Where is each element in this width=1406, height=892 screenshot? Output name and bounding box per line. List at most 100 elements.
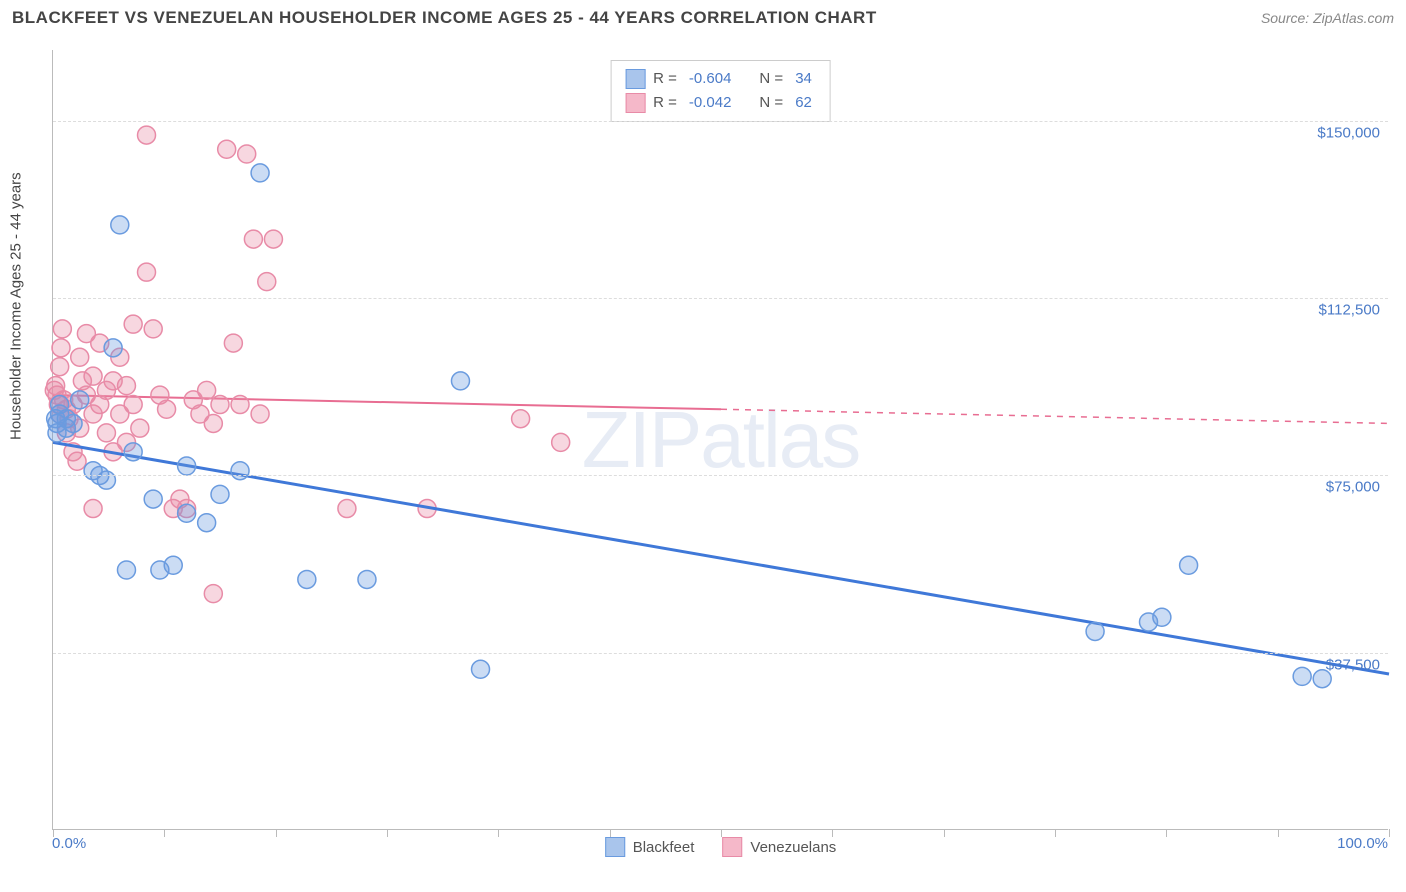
data-point-blackfeet <box>298 570 316 588</box>
gridline-h <box>53 298 1388 299</box>
x-tick <box>1166 829 1167 837</box>
data-point-venezuelans <box>71 348 89 366</box>
plot-area: ZIPatlas R =-0.604N =34R =-0.042N =62 Bl… <box>52 50 1388 830</box>
data-point-venezuelans <box>224 334 242 352</box>
data-point-venezuelans <box>231 396 249 414</box>
gridline-h <box>53 121 1388 122</box>
x-max-label: 100.0% <box>1337 835 1388 852</box>
data-point-venezuelans <box>198 381 216 399</box>
y-tick-label: $37,500 <box>1326 656 1380 673</box>
x-tick <box>1389 829 1390 837</box>
legend-n-value: 34 <box>795 67 812 91</box>
data-point-venezuelans <box>211 396 229 414</box>
data-point-blackfeet <box>251 164 269 182</box>
legend-correlation-row: R = -0.604 N = 34 <box>625 67 816 91</box>
legend-r-value: -0.604 <box>689 67 732 91</box>
data-point-blackfeet <box>71 391 89 409</box>
data-point-blackfeet <box>1180 556 1198 574</box>
data-point-venezuelans <box>244 230 262 248</box>
legend-correlation-row: R = -0.042 N = 62 <box>625 91 816 115</box>
legend-n-value: 62 <box>795 91 812 115</box>
data-point-venezuelans <box>264 230 282 248</box>
data-point-venezuelans <box>124 396 142 414</box>
data-point-venezuelans <box>138 263 156 281</box>
data-point-blackfeet <box>451 372 469 390</box>
data-point-venezuelans <box>51 358 69 376</box>
chart-svg <box>53 50 1388 829</box>
data-point-blackfeet <box>64 414 82 432</box>
y-tick-label: $112,500 <box>1319 302 1380 319</box>
legend-series-label: Blackfeet <box>633 839 695 856</box>
x-tick <box>832 829 833 837</box>
data-point-venezuelans <box>512 410 530 428</box>
data-point-blackfeet <box>1293 667 1311 685</box>
data-point-blackfeet <box>472 660 490 678</box>
data-point-venezuelans <box>218 140 236 158</box>
gridline-h <box>53 653 1388 654</box>
data-point-blackfeet <box>231 462 249 480</box>
data-point-blackfeet <box>1086 622 1104 640</box>
data-point-venezuelans <box>204 585 222 603</box>
legend-swatch <box>625 93 645 113</box>
y-tick-label: $150,000 <box>1317 124 1380 141</box>
legend-r-value: -0.042 <box>689 91 732 115</box>
y-axis-title: Householder Income Ages 25 - 44 years <box>8 172 25 440</box>
x-tick <box>944 829 945 837</box>
legend-swatch <box>625 69 645 89</box>
data-point-venezuelans <box>84 500 102 518</box>
data-point-venezuelans <box>552 433 570 451</box>
data-point-venezuelans <box>131 419 149 437</box>
data-point-venezuelans <box>238 145 256 163</box>
data-point-venezuelans <box>338 500 356 518</box>
data-point-venezuelans <box>52 339 70 357</box>
legend-series-item: Blackfeet <box>605 837 695 857</box>
x-tick <box>164 829 165 837</box>
data-point-venezuelans <box>117 377 135 395</box>
data-point-blackfeet <box>178 504 196 522</box>
x-min-label: 0.0% <box>52 835 86 852</box>
legend-correlation: R = -0.604 N = 34 R = -0.042 N = 62 <box>610 60 831 122</box>
data-point-blackfeet <box>117 561 135 579</box>
legend-series-item: Venezuelans <box>722 837 836 857</box>
source-label: Source: ZipAtlas.com <box>1261 10 1394 26</box>
legend-swatch <box>722 837 742 857</box>
data-point-venezuelans <box>204 414 222 432</box>
legend-n-label: N = <box>759 67 783 91</box>
legend-n-label: N = <box>759 91 783 115</box>
data-point-blackfeet <box>144 490 162 508</box>
trend-line-dashed-venezuelans <box>721 409 1389 423</box>
data-point-blackfeet <box>97 471 115 489</box>
gridline-h <box>53 475 1388 476</box>
y-tick-label: $75,000 <box>1326 479 1380 496</box>
data-point-venezuelans <box>84 367 102 385</box>
legend-swatch <box>605 837 625 857</box>
data-point-blackfeet <box>1153 608 1171 626</box>
data-point-blackfeet <box>111 216 129 234</box>
legend-r-label: R = <box>653 91 677 115</box>
data-point-venezuelans <box>124 315 142 333</box>
data-point-venezuelans <box>97 424 115 442</box>
data-point-blackfeet <box>164 556 182 574</box>
data-point-blackfeet <box>358 570 376 588</box>
x-tick <box>498 829 499 837</box>
x-tick <box>387 829 388 837</box>
data-point-blackfeet <box>211 485 229 503</box>
data-point-venezuelans <box>138 126 156 144</box>
data-point-blackfeet <box>124 443 142 461</box>
data-point-blackfeet <box>198 514 216 532</box>
legend-r-label: R = <box>653 67 677 91</box>
x-tick <box>610 829 611 837</box>
data-point-blackfeet <box>104 339 122 357</box>
x-tick <box>1055 829 1056 837</box>
data-point-venezuelans <box>144 320 162 338</box>
x-tick <box>276 829 277 837</box>
legend-series: Blackfeet Venezuelans <box>605 837 837 857</box>
chart-title: BLACKFEET VS VENEZUELAN HOUSEHOLDER INCO… <box>12 8 877 28</box>
data-point-blackfeet <box>178 457 196 475</box>
x-tick <box>1278 829 1279 837</box>
data-point-venezuelans <box>68 452 86 470</box>
data-point-venezuelans <box>158 400 176 418</box>
legend-series-label: Venezuelans <box>750 839 836 856</box>
data-point-venezuelans <box>258 273 276 291</box>
data-point-venezuelans <box>251 405 269 423</box>
